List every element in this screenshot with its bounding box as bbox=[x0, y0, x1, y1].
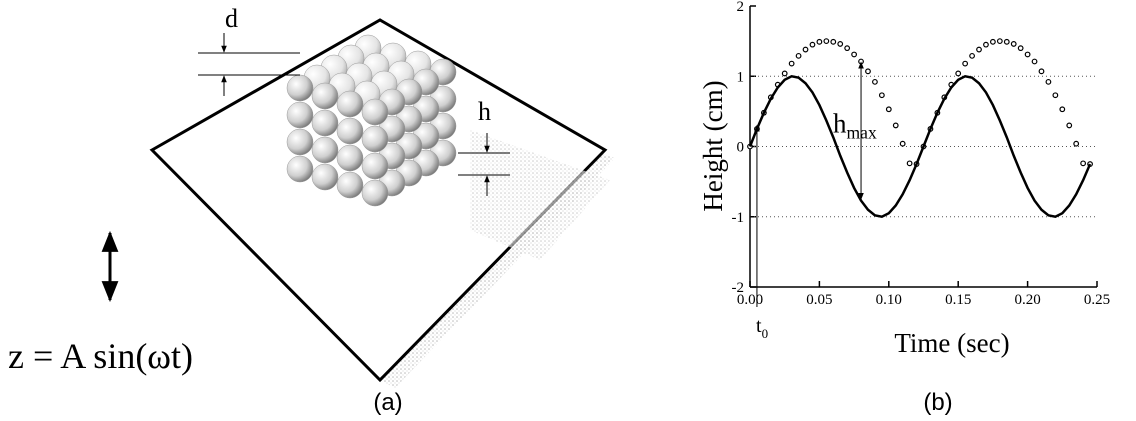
data-point bbox=[1046, 80, 1051, 85]
x-tick-label: 0.20 bbox=[1014, 292, 1040, 308]
sphere bbox=[287, 156, 313, 182]
x-tick-label: 0.25 bbox=[1084, 292, 1110, 308]
y-tick-label: 2 bbox=[737, 0, 745, 15]
data-point bbox=[873, 80, 878, 85]
data-point bbox=[1060, 107, 1065, 112]
data-point bbox=[838, 42, 843, 47]
annotation-subscript: max bbox=[847, 122, 877, 142]
annotation-subscript: 0 bbox=[762, 326, 769, 341]
d-label: d bbox=[225, 4, 238, 33]
sphere bbox=[337, 118, 363, 144]
data-point bbox=[963, 61, 968, 66]
x-tick-label: 0.00 bbox=[737, 292, 763, 308]
data-point bbox=[1018, 46, 1023, 51]
data-point bbox=[998, 39, 1003, 44]
y-tick-label: 1 bbox=[737, 69, 745, 85]
x-tick-label: 0.10 bbox=[876, 292, 902, 308]
sphere bbox=[362, 180, 388, 206]
sphere bbox=[362, 99, 388, 125]
figure: d h z = A sin(ωt) (a) Time (sec) Height … bbox=[0, 0, 1136, 421]
data-point bbox=[845, 46, 850, 51]
annotation: hmax bbox=[833, 108, 877, 142]
data-point bbox=[991, 40, 996, 45]
page: d h z = A sin(ωt) (a) Time (sec) Height … bbox=[0, 0, 1136, 421]
sphere bbox=[287, 102, 313, 128]
data-point bbox=[831, 40, 836, 45]
data-point bbox=[1004, 40, 1009, 45]
data-point bbox=[1039, 69, 1044, 74]
sphere bbox=[337, 91, 363, 117]
x-tick-label: 0.05 bbox=[806, 292, 832, 308]
y-tick-label: 0 bbox=[737, 140, 745, 156]
data-point bbox=[866, 69, 871, 74]
data-point bbox=[977, 47, 982, 52]
y-axis-label: Height (cm) bbox=[698, 80, 728, 211]
data-point bbox=[803, 47, 808, 52]
data-point bbox=[789, 61, 794, 66]
x-tick-label: 0.15 bbox=[945, 292, 971, 308]
x-axis-label: Time (sec) bbox=[894, 328, 1009, 358]
data-point bbox=[880, 93, 885, 98]
sphere bbox=[337, 172, 363, 198]
sphere bbox=[287, 129, 313, 155]
data-point bbox=[900, 141, 905, 146]
data-point bbox=[1074, 141, 1079, 146]
data-line bbox=[750, 76, 1090, 217]
panel-label: (a) bbox=[373, 389, 402, 416]
sphere bbox=[362, 126, 388, 152]
data-point bbox=[1025, 52, 1030, 57]
data-point bbox=[1053, 93, 1058, 98]
sphere bbox=[362, 153, 388, 179]
data-point bbox=[796, 54, 801, 59]
data-point bbox=[1011, 42, 1016, 47]
annotation-text: h bbox=[833, 108, 847, 138]
data-point bbox=[887, 107, 892, 112]
data-point bbox=[852, 52, 857, 57]
h-label: h bbox=[478, 97, 491, 126]
sphere bbox=[312, 110, 338, 136]
data-point bbox=[782, 71, 787, 76]
sphere bbox=[287, 75, 313, 101]
data-point bbox=[1032, 59, 1037, 64]
sphere bbox=[312, 137, 338, 163]
data-point bbox=[907, 161, 912, 166]
diagram: d h z = A sin(ωt) (a) bbox=[8, 4, 615, 416]
equation: z = A sin(ωt) bbox=[8, 336, 193, 376]
annotation: t0 bbox=[756, 315, 768, 341]
data-point bbox=[984, 42, 989, 47]
data-point bbox=[893, 123, 898, 128]
data-point bbox=[970, 54, 975, 59]
data-point bbox=[1067, 123, 1072, 128]
data-point bbox=[824, 39, 829, 44]
sphere bbox=[337, 145, 363, 171]
sphere bbox=[312, 83, 338, 109]
data-point bbox=[1081, 161, 1086, 166]
panel-label: (b) bbox=[923, 389, 952, 416]
data-point bbox=[810, 42, 815, 47]
y-tick-label: -1 bbox=[732, 210, 745, 226]
sphere bbox=[312, 164, 338, 190]
data-point bbox=[817, 40, 822, 45]
data-point bbox=[956, 71, 961, 76]
